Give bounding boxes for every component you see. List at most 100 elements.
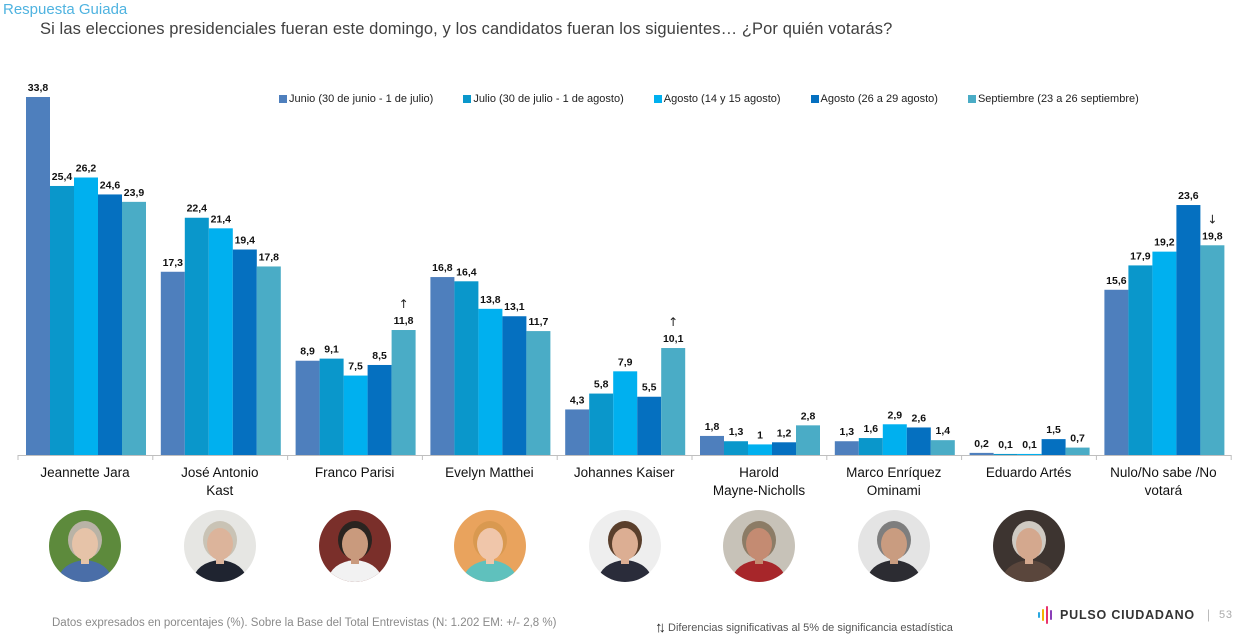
bar <box>1152 251 1177 455</box>
legend-item: Agosto (26 a 29 agosto) <box>810 93 938 105</box>
data-label: 1,8 <box>705 421 720 433</box>
bar <box>184 217 209 455</box>
category-label-line: votará <box>1144 483 1183 498</box>
legend-swatch <box>279 95 287 103</box>
data-label: 33,8 <box>28 82 49 94</box>
bar <box>858 438 883 455</box>
category-label-line: Mayne-Nicholls <box>712 483 806 498</box>
data-label: 8,5 <box>372 350 387 362</box>
bar <box>295 360 320 455</box>
bar <box>613 371 638 455</box>
legend-swatch <box>653 95 662 103</box>
candidate-photo <box>588 510 661 582</box>
section-tag: Respuesta Guiada <box>3 1 128 18</box>
data-label: 1,2 <box>777 427 792 439</box>
bar <box>454 281 479 455</box>
legend-swatch <box>810 95 819 103</box>
data-label: 1,6 <box>863 423 878 435</box>
candidate-photo <box>858 510 931 582</box>
bar <box>565 409 590 455</box>
data-label: 1,3 <box>839 426 854 438</box>
bar <box>906 427 931 455</box>
legend-item: Agosto (14 y 15 agosto) <box>653 93 781 105</box>
data-label: 0,1 <box>998 439 1013 451</box>
bar <box>661 348 686 455</box>
data-label: 0,2 <box>974 438 989 450</box>
bar <box>589 393 614 455</box>
logo-bar <box>1050 610 1052 620</box>
data-label: 5,5 <box>642 382 657 394</box>
data-label: 19,2 <box>1154 237 1175 249</box>
bar <box>796 425 820 455</box>
bar <box>748 444 772 455</box>
logo-bar <box>1042 609 1044 621</box>
data-label: 1,4 <box>935 425 950 437</box>
category-label-line: Jeannette Jara <box>40 465 130 480</box>
bar <box>74 177 98 455</box>
legend-swatch <box>463 95 472 103</box>
bar <box>430 277 455 455</box>
candidate-photo <box>993 510 1065 582</box>
data-label: 2,8 <box>801 410 816 422</box>
category-label: Evelyn Matthei <box>422 464 556 482</box>
category-label-line: Kast <box>206 483 234 498</box>
bar <box>343 375 368 455</box>
category-label-line: Evelyn Matthei <box>445 465 534 480</box>
brand-name: PULSO CIUDADANO <box>1060 608 1195 622</box>
bar <box>367 364 392 455</box>
legend-item: Julio (30 de julio - 1 de agosto) <box>463 93 624 105</box>
bar <box>700 435 724 455</box>
significance-note: Diferencias significativas al 5% de sign… <box>668 621 953 634</box>
bar-chart: 33,8 25,426,224,623,9 17,3 22,421,419,417,8… <box>17 82 1232 460</box>
page-title: Si las elecciones presidenciales fueran … <box>40 20 893 38</box>
data-label: 1,5 <box>1046 424 1061 436</box>
footnote: Datos expresados en porcentajes (%). Sob… <box>52 617 557 629</box>
category-label-line: Marco Enríquez <box>846 465 942 480</box>
category-label-line: Eduardo Artés <box>985 465 1072 480</box>
data-label: 7,9 <box>618 356 633 368</box>
data-label: 25,4 <box>52 171 73 183</box>
bar <box>772 442 796 455</box>
data-label: 19,8 <box>1202 230 1223 242</box>
bar <box>969 452 994 455</box>
category-label: Johannes Kaiser <box>557 464 691 482</box>
data-label: 23,9 <box>124 187 145 199</box>
category-label: Eduardo Artés <box>962 464 1096 482</box>
data-label: 2,9 <box>887 409 902 421</box>
bar <box>122 201 146 455</box>
bar <box>319 358 344 455</box>
logo-bar <box>1046 606 1048 624</box>
legend-item: Junio (30 de junio - 1 de julio) <box>279 93 433 105</box>
data-label: 16,4 <box>456 266 477 278</box>
legend-label: Julio (30 de julio - 1 de agosto) <box>473 93 624 105</box>
data-label: 8,9 <box>300 346 315 358</box>
bar <box>1041 439 1066 455</box>
category-label: Jeannette Jara <box>18 464 152 482</box>
bar <box>1065 447 1090 455</box>
bar <box>502 316 527 455</box>
pulso-ciudadano-logo-icon <box>1038 606 1054 624</box>
data-label: 21,4 <box>211 213 232 225</box>
category-label-line: Franco Parisi <box>314 465 395 480</box>
data-label: 11,8 <box>394 315 414 327</box>
bar <box>478 308 503 455</box>
data-label: 13,8 <box>480 294 501 306</box>
up-arrow-icon: ↑ <box>399 297 409 311</box>
category-label: José Antonio Kast <box>153 464 287 500</box>
bar <box>526 331 551 455</box>
bar <box>1104 289 1129 455</box>
data-label: 1,3 <box>729 426 744 438</box>
bar <box>50 185 74 456</box>
candidate-photo <box>49 510 122 582</box>
bar <box>1128 265 1153 455</box>
candidate-photo <box>453 510 526 582</box>
legend-item: Septiembre (23 a 26 septiembre) <box>967 93 1139 105</box>
bar <box>1200 245 1225 455</box>
bar <box>1017 453 1042 455</box>
data-label: 2,6 <box>911 412 926 424</box>
data-label: 1 <box>757 429 763 441</box>
category-label: Nulo/No sabe /No votará <box>1096 464 1230 500</box>
category-label: Marco Enríquez Ominami <box>827 464 961 500</box>
brand: PULSO CIUDADANO | 53 <box>1038 606 1233 624</box>
bar <box>160 271 185 455</box>
